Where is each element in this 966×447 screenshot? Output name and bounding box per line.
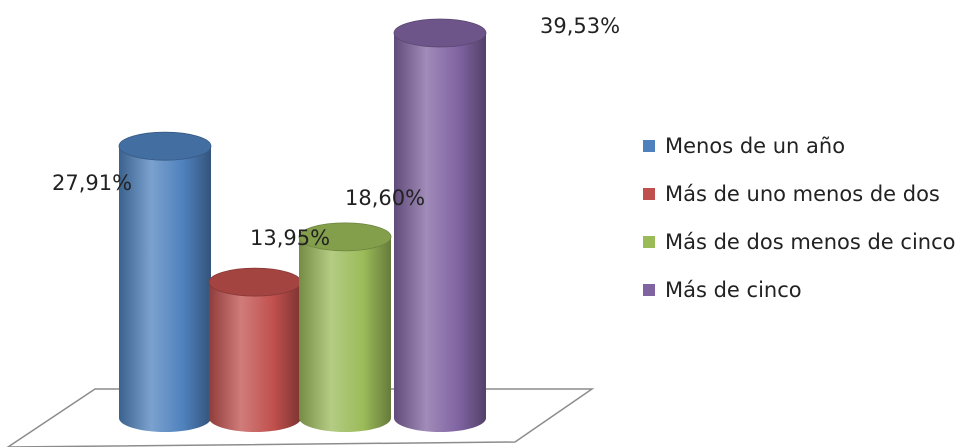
bar-3 [298, 222, 392, 432]
bar-top-2 [208, 267, 302, 297]
legend-swatch-1 [643, 140, 655, 152]
bar-body-2 [209, 282, 301, 432]
data-label-1: 27,91% [52, 171, 132, 195]
legend-swatch-3 [643, 236, 655, 248]
data-label-3: 18,60% [345, 186, 425, 210]
bar-body-1 [119, 146, 211, 432]
bar-2 [208, 267, 302, 432]
bar-top-1 [118, 131, 212, 161]
bar-top-4 [393, 18, 487, 48]
legend-label-3: Más de dos menos de cinco [665, 230, 955, 254]
data-labels-group: 27,91% 13,95% 18,60% 39,53% [52, 14, 620, 250]
bar-body-3 [299, 236, 391, 432]
bar-body-4 [394, 33, 486, 432]
legend-label-1: Menos de un año [665, 134, 845, 158]
bar-1 [118, 131, 212, 432]
bars-group [118, 18, 487, 432]
data-label-2: 13,95% [250, 226, 330, 250]
legend-swatch-4 [643, 284, 655, 296]
bar-4 [393, 18, 487, 432]
legend-label-4: Más de cinco [665, 278, 802, 302]
legend: Menos de un año Más de uno menos de dos Má… [643, 134, 955, 302]
legend-label-2: Más de uno menos de dos [665, 182, 940, 206]
data-label-4: 39,53% [540, 14, 620, 38]
bar-top-3 [298, 222, 392, 252]
legend-swatch-2 [643, 188, 655, 200]
